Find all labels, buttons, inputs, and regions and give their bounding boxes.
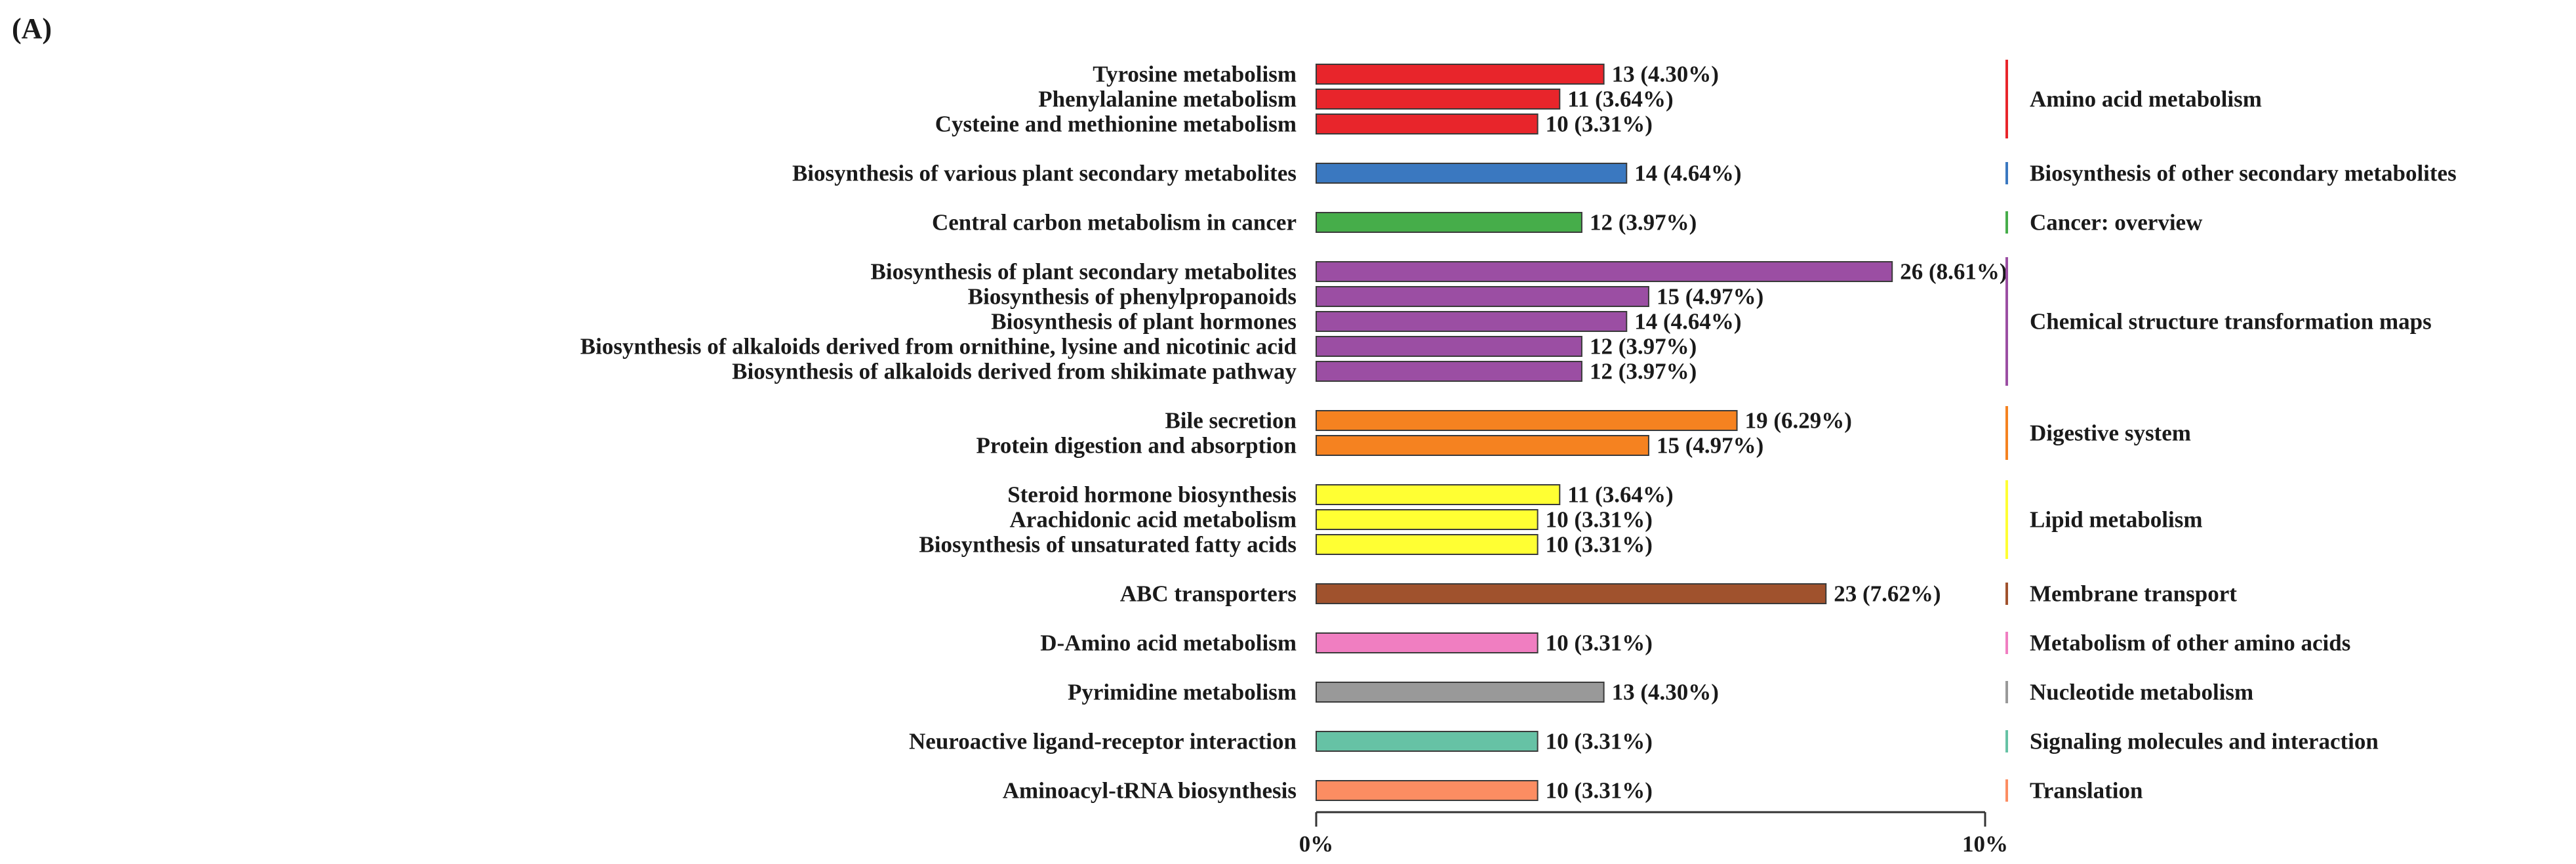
x-tick-label: 0%	[1299, 831, 1334, 857]
pathway-label: Neuroactive ligand-receptor interaction	[909, 729, 1297, 754]
value-label: 19 (6.29%)	[1745, 408, 1852, 434]
value-label: 14 (4.64%)	[1634, 309, 1741, 335]
bar-biosynthesis-of-plant-hormones	[1316, 311, 1628, 332]
pathway-label: Pyrimidine metabolism	[1068, 680, 1297, 705]
pathway-label: Steroid hormone biosynthesis	[1007, 482, 1297, 508]
bar-cysteine-and-methionine-metabolism	[1316, 113, 1539, 134]
category-label: Lipid metabolism	[2030, 507, 2203, 533]
bar-protein-digestion-and-absorption	[1316, 435, 1649, 456]
pathway-label: Arachidonic acid metabolism	[1010, 507, 1297, 533]
value-label: 12 (3.97%)	[1590, 210, 1697, 236]
value-label: 10 (3.31%)	[1546, 630, 1653, 656]
pathway-label: Biosynthesis of phenylpropanoids	[968, 284, 1297, 310]
bar-central-carbon-metabolism-in-cancer	[1316, 212, 1582, 233]
bar-pyrimidine-metabolism	[1316, 682, 1605, 703]
bar-arachidonic-acid-metabolism	[1316, 509, 1539, 530]
bar-abc-transporters	[1316, 583, 1827, 604]
pathway-label: Biosynthesis of alkaloids derived from o…	[580, 334, 1297, 360]
pathway-label: Tyrosine metabolism	[1093, 62, 1297, 87]
bar-biosynthesis-of-plant-secondary-metabolites	[1316, 261, 1893, 282]
bar-biosynthesis-of-alkaloids-derived-from-ornithine-lysine-and-nicotinic-acid	[1316, 336, 1582, 357]
bar-biosynthesis-of-phenylpropanoids	[1316, 286, 1649, 307]
pathway-label: Biosynthesis of alkaloids derived from s…	[732, 359, 1297, 384]
value-label: 12 (3.97%)	[1590, 334, 1697, 360]
pathway-label: Biosynthesis of unsaturated fatty acids	[919, 532, 1297, 558]
bar-tyrosine-metabolism	[1316, 64, 1605, 85]
value-label: 11 (3.64%)	[1567, 87, 1673, 112]
pathway-label: Biosynthesis of plant hormones	[991, 309, 1297, 335]
bar-biosynthesis-of-unsaturated-fatty-acids	[1316, 534, 1539, 555]
pathway-label: Biosynthesis of plant secondary metaboli…	[871, 259, 1297, 285]
bar-phenylalanine-metabolism	[1316, 89, 1561, 110]
category-label: Amino acid metabolism	[2030, 87, 2262, 112]
value-label: 15 (4.97%)	[1657, 433, 1763, 459]
pathway-label: Cysteine and methionine metabolism	[935, 112, 1297, 137]
value-label: 12 (3.97%)	[1590, 359, 1697, 384]
bar-aminoacyl-trna-biosynthesis	[1316, 780, 1539, 801]
bar-bile-secretion	[1316, 410, 1738, 431]
pathway-label: D-Amino acid metabolism	[1040, 630, 1297, 656]
category-label: Biosynthesis of other secondary metaboli…	[2030, 161, 2457, 186]
value-label: 13 (4.30%)	[1612, 680, 1719, 705]
category-label: Signaling molecules and interaction	[2030, 729, 2379, 754]
pathway-label: Central carbon metabolism in cancer	[932, 210, 1297, 236]
pathway-label: Biosynthesis of various plant secondary …	[792, 161, 1297, 186]
bar-neuroactive-ligand-receptor-interaction	[1316, 731, 1539, 752]
bar-steroid-hormone-biosynthesis	[1316, 484, 1561, 505]
bar-biosynthesis-of-various-plant-secondary-metabolites	[1316, 163, 1628, 184]
category-label: Metabolism of other amino acids	[2030, 630, 2350, 656]
category-label: Translation	[2030, 778, 2143, 804]
value-label: 10 (3.31%)	[1546, 778, 1653, 804]
category-label: Membrane transport	[2030, 581, 2237, 607]
pathway-label: Aminoacyl-tRNA biosynthesis	[1003, 778, 1297, 804]
category-label: Chemical structure transformation maps	[2030, 309, 2432, 335]
value-label: 10 (3.31%)	[1546, 112, 1653, 137]
plot-area: Tyrosine metabolism 13 (4.30%) Phenylalani…	[580, 60, 2457, 857]
value-label: 23 (7.62%)	[1834, 581, 1941, 607]
value-label: 26 (8.61%)	[1900, 259, 2007, 285]
value-label: 10 (3.31%)	[1546, 729, 1653, 754]
value-label: 14 (4.64%)	[1634, 161, 1741, 186]
pathway-label: Protein digestion and absorption	[976, 433, 1297, 459]
x-tick-label: 10%	[1962, 831, 2008, 857]
bar-biosynthesis-of-alkaloids-derived-from-shikimate-pathway	[1316, 361, 1582, 382]
category-label: Nucleotide metabolism	[2030, 680, 2253, 705]
category-label: Digestive system	[2030, 421, 2191, 446]
value-label: 15 (4.97%)	[1657, 284, 1763, 310]
value-label: 10 (3.31%)	[1546, 507, 1653, 533]
pathway-label: ABC transporters	[1120, 581, 1297, 607]
value-label: 10 (3.31%)	[1546, 532, 1653, 558]
pathway-label: Bile secretion	[1165, 408, 1297, 434]
category-label: Cancer: overview	[2030, 210, 2203, 236]
pathway-label: Phenylalanine metabolism	[1038, 87, 1297, 112]
value-label: 13 (4.30%)	[1612, 62, 1719, 87]
value-label: 11 (3.64%)	[1567, 482, 1673, 508]
panel-label: (A)	[12, 12, 52, 45]
bar-d-amino-acid-metabolism	[1316, 632, 1539, 653]
